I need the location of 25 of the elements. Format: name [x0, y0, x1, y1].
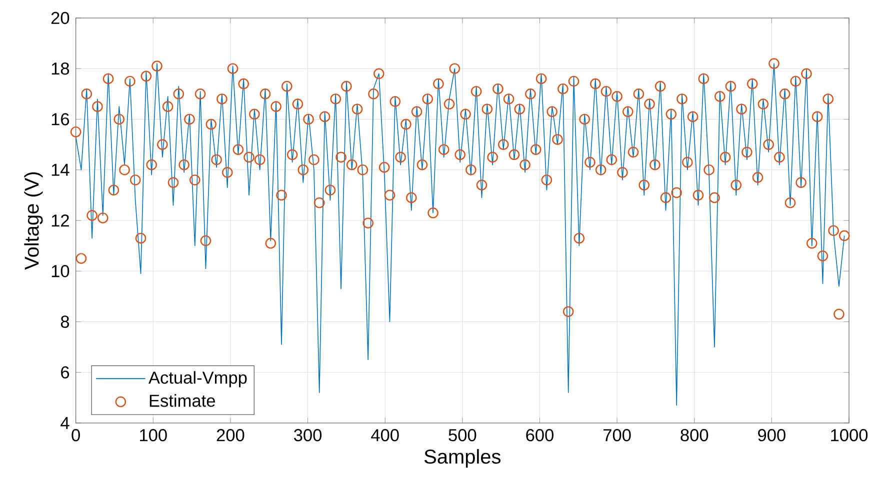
line-series: [76, 63, 845, 406]
y-tick-label: 12: [52, 214, 69, 227]
x-tick-label: 0: [72, 429, 80, 442]
x-tick-label: 500: [448, 429, 476, 442]
x-tick-label: 400: [371, 429, 399, 442]
x-tick-label: 700: [604, 429, 631, 442]
x-tick-label: 100: [140, 429, 167, 442]
x-tick-label: 1000: [831, 429, 868, 442]
legend-label: Estimate: [150, 394, 215, 407]
x-tick-label: 800: [680, 429, 708, 442]
y-tick-label: 6: [61, 366, 70, 379]
y-tick-label: 18: [52, 62, 70, 75]
x-tick-label: 900: [758, 429, 786, 442]
y-tick-label: 14: [52, 164, 70, 176]
y-tick-label: 20: [51, 12, 70, 24]
x-tick-label: 300: [294, 429, 322, 442]
y-tick-label: 8: [60, 316, 70, 328]
x-axis-title: Samples: [424, 449, 500, 468]
y-tick-label: 16: [52, 113, 70, 126]
legend-label: Actual-Vmpp: [148, 371, 247, 388]
y-tick-label: 10: [52, 265, 70, 278]
y-tick-label: 4: [60, 417, 70, 430]
x-tick-label: 200: [216, 429, 244, 442]
y-axis-title: Voltage (V): [24, 172, 43, 270]
x-tick-label: 600: [526, 429, 554, 442]
